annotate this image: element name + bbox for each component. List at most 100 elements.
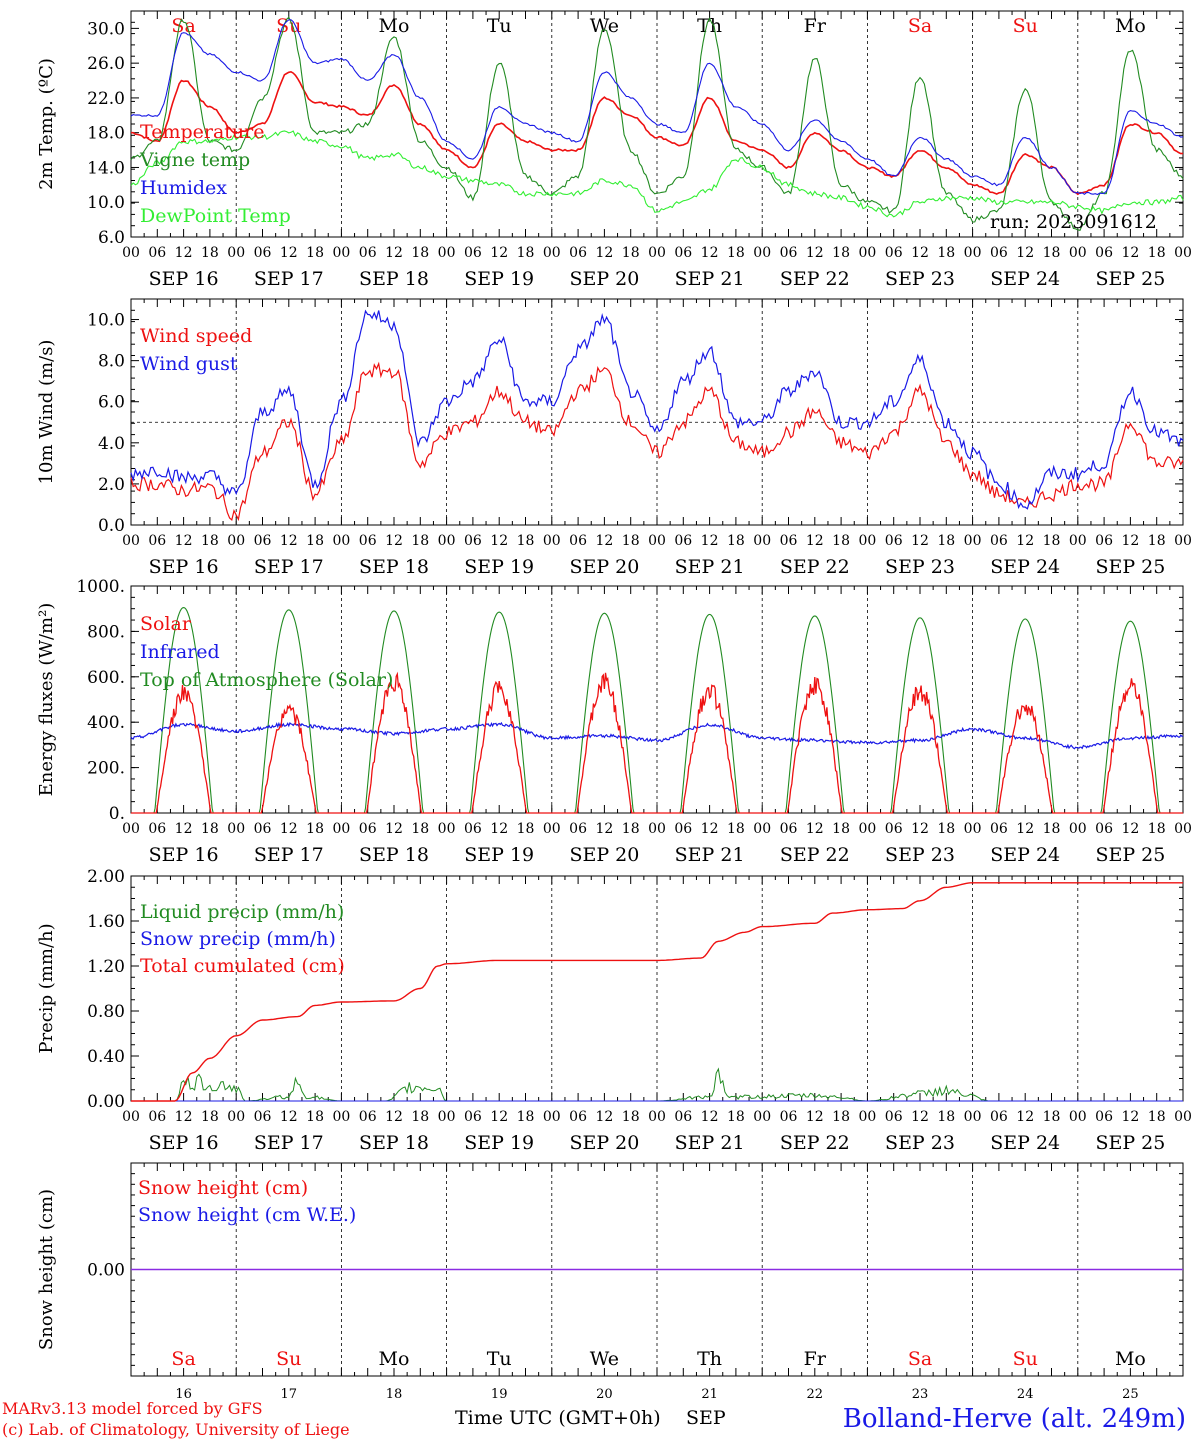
series-line	[130, 361, 1184, 522]
x-hour-label: 00	[753, 821, 771, 837]
x-hour-label: 18	[306, 821, 324, 837]
x-hour-label: 18	[832, 533, 850, 549]
x-hour-label: 00	[1174, 821, 1192, 837]
x-hour-label: 06	[990, 1109, 1008, 1125]
x-hour-label: 18	[622, 821, 640, 837]
x-hour-label: 12	[595, 821, 613, 837]
x-hour-label: 12	[1016, 245, 1034, 261]
x-hour-label: 12	[490, 1109, 508, 1125]
day-name-label: Th	[697, 15, 722, 37]
x-hour-label: 18	[201, 821, 219, 837]
day-name-label: Su	[1013, 15, 1038, 37]
x-hour-label: 18	[201, 1109, 219, 1125]
y-axis-label: 2m Temp. (ºC)	[36, 58, 57, 190]
x-date-label: SEP 17	[254, 556, 324, 578]
x-hour-label: 00	[753, 533, 771, 549]
x-hour-label: 00	[1069, 1109, 1087, 1125]
x-hour-label: 00	[858, 245, 876, 261]
x-hour-label: 06	[359, 533, 377, 549]
day-name-label: Fr	[804, 15, 827, 37]
x-date-label: SEP 25	[1095, 844, 1165, 866]
wind-panel: 0.0 2.0 4.0 6.0 8.0 10.0 10m Wind (m/s) Wind sp…	[36, 298, 1192, 578]
x-hour-label: 18	[832, 821, 850, 837]
legend-entry: Humidex	[140, 177, 227, 199]
y-tick-label: 10.0	[87, 311, 125, 331]
legend-entry: Top of Atmosphere (Solar)	[140, 669, 393, 691]
x-date-label: SEP 22	[780, 844, 850, 866]
y-tick-label: 0.00	[87, 1092, 125, 1112]
x-hour-label: 06	[1095, 1109, 1113, 1125]
x-hour-label: 00	[648, 245, 666, 261]
x-hour-label: 18	[832, 1109, 850, 1125]
x-hour-label: 06	[885, 821, 903, 837]
x-hour-label: 00	[543, 821, 561, 837]
x-hour-label: 00	[332, 821, 350, 837]
x-hour-label: 06	[464, 1109, 482, 1125]
x-hour-label: 00	[543, 245, 561, 261]
x-hour-label: 18	[727, 1109, 745, 1125]
day-number-label: 22	[807, 1387, 824, 1402]
x-hour-label: 00	[227, 533, 245, 549]
series-line	[130, 130, 1184, 218]
x-hour-label: 18	[937, 245, 955, 261]
day-name-label: Sa	[908, 15, 932, 37]
x-hour-label: 12	[806, 821, 824, 837]
x-date-label: SEP 16	[149, 268, 219, 290]
y-tick-label: 10.0	[87, 193, 125, 213]
x-hour-label: 12	[280, 1109, 298, 1125]
x-hour-label: 12	[280, 821, 298, 837]
x-hour-label: 12	[385, 821, 403, 837]
x-hour-label: 12	[701, 1109, 719, 1125]
x-date-label: SEP 23	[885, 268, 955, 290]
y-tick-label: 0.40	[87, 1047, 125, 1067]
day-name-label: Tu	[487, 1348, 512, 1370]
legend-entry: Solar	[140, 613, 192, 635]
x-hour-label: 12	[595, 245, 613, 261]
x-hour-label: 00	[1174, 1109, 1192, 1125]
x-hour-label: 18	[622, 533, 640, 549]
x-hour-label: 06	[780, 245, 798, 261]
x-hour-label: 12	[280, 533, 298, 549]
y-tick-label: 6.0	[98, 228, 125, 248]
x-hour-label: 00	[122, 533, 140, 549]
day-name-label: Mo	[379, 15, 410, 37]
x-date-label: SEP 20	[569, 556, 639, 578]
x-hour-label: 12	[490, 245, 508, 261]
x-hour-label: 00	[227, 245, 245, 261]
x-hour-label: 00	[1069, 533, 1087, 549]
x-hour-label: 06	[148, 533, 166, 549]
x-hour-label: 18	[411, 533, 429, 549]
x-date-label: SEP 25	[1095, 268, 1165, 290]
legend-entry: DewPoint Temp	[140, 205, 291, 227]
x-hour-label: 06	[148, 821, 166, 837]
x-hour-label: 00	[332, 533, 350, 549]
day-name-label: Fr	[804, 1348, 827, 1370]
legend-entry: Liquid precip (mm/h)	[140, 901, 344, 923]
x-date-label: SEP 22	[780, 1132, 850, 1154]
y-tick-label: 800.	[87, 622, 125, 642]
day-number-label: 23	[912, 1387, 929, 1402]
x-hour-label: 06	[569, 1109, 587, 1125]
x-hour-label: 00	[1174, 245, 1192, 261]
x-hour-label: 18	[306, 1109, 324, 1125]
y-axis-label: Snow height (cm)	[36, 1189, 57, 1350]
x-hour-label: 12	[701, 533, 719, 549]
x-date-label: SEP 16	[149, 1132, 219, 1154]
x-hour-label: 12	[1016, 1109, 1034, 1125]
footer: MARv3.13 model forced by GFS (c) Lab. of …	[2, 1399, 1186, 1439]
x-hour-label: 12	[385, 1109, 403, 1125]
y-tick-label: 0.	[109, 804, 125, 824]
day-name-label: Sa	[171, 1348, 195, 1370]
y-tick-label: 0.00	[87, 1261, 125, 1281]
time-axis-label: Time UTC (GMT+0h)	[455, 1407, 661, 1429]
x-hour-label: 18	[1043, 245, 1061, 261]
x-date-label: SEP 22	[780, 268, 850, 290]
x-hour-label: 18	[937, 821, 955, 837]
x-hour-label: 00	[122, 821, 140, 837]
x-hour-label: 12	[806, 245, 824, 261]
day-name-label: Th	[697, 1348, 722, 1370]
y-tick-label: 2.0	[98, 475, 125, 495]
x-hour-label: 18	[1043, 1109, 1061, 1125]
x-hour-label: 06	[885, 245, 903, 261]
y-tick-label: 600.	[87, 668, 125, 688]
